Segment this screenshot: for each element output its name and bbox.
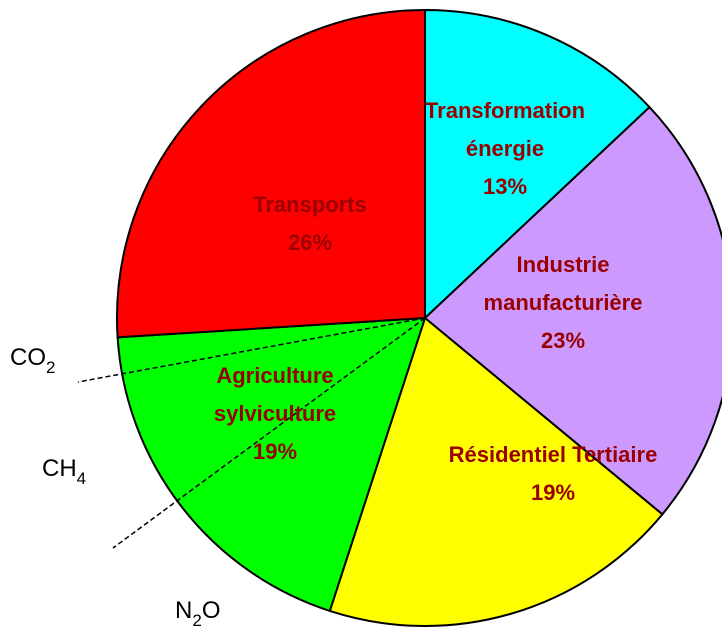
value-label: 26% xyxy=(288,230,332,255)
annotation: CO2 xyxy=(10,344,55,377)
annotation: N2O xyxy=(175,597,220,627)
slice xyxy=(423,105,722,516)
annotation: CH4 xyxy=(42,455,86,488)
slice xyxy=(116,316,427,613)
value-label: 23% xyxy=(541,328,585,353)
slice-label: Agriculture xyxy=(216,363,333,388)
labels: Transformation énergie 13% Industrie manufac… xyxy=(214,98,657,505)
divider xyxy=(77,317,426,383)
slice-label: sylviculture xyxy=(214,401,336,426)
slice xyxy=(424,8,651,321)
pie xyxy=(116,8,722,627)
slice xyxy=(116,8,426,339)
slice xyxy=(328,316,664,627)
slice-label: Transformation xyxy=(425,98,585,123)
slice-label: manufacturière xyxy=(484,290,643,315)
value-label: 13% xyxy=(483,174,527,199)
slice-label: Résidentiel Tertiaire xyxy=(449,442,658,467)
slice-label: Transports xyxy=(253,192,367,217)
slice-label: énergie xyxy=(466,136,544,161)
value-label: 19% xyxy=(531,480,575,505)
value-label: 19% xyxy=(253,439,297,464)
divider xyxy=(112,317,426,549)
slice-label: Industrie xyxy=(517,252,610,277)
